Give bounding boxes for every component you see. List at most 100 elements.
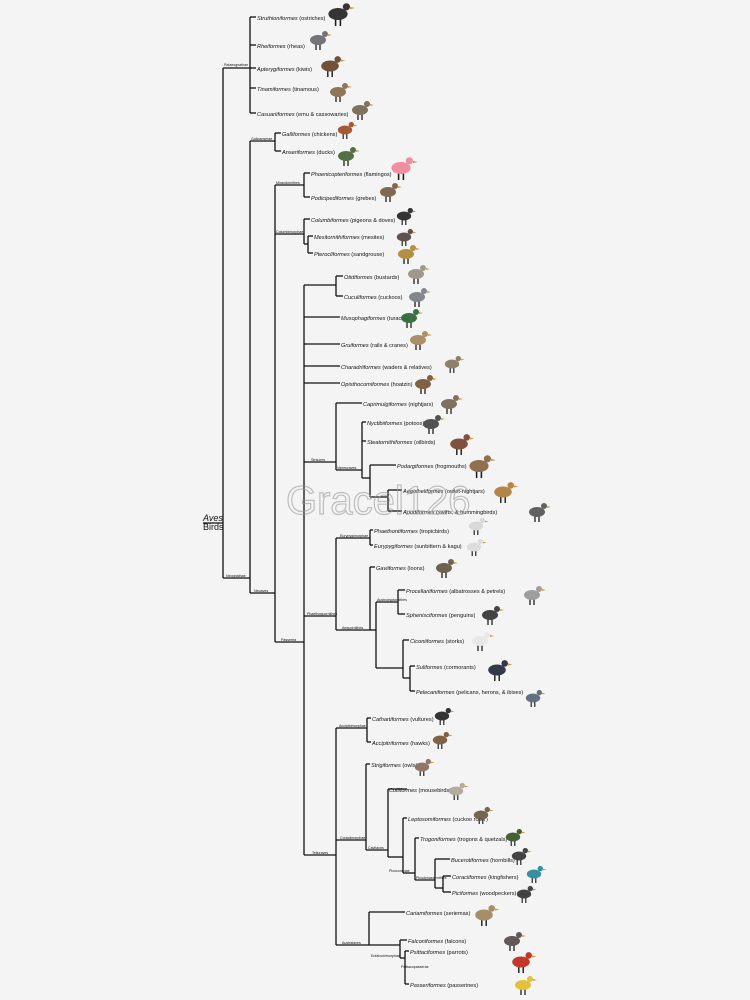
owl-icon	[414, 758, 435, 777]
emu-icon	[352, 101, 374, 120]
order-label: Apterygiformes (kiwis)	[256, 67, 312, 73]
order-common-name: (potoos)	[402, 421, 424, 427]
order-label: Sphenisciformes (penguins)	[406, 613, 475, 619]
clade-australaves: Australaves	[342, 941, 361, 945]
order-common-name: (rheas)	[286, 44, 305, 50]
order-label: Pterocliformes (sandgrouse)	[314, 252, 384, 258]
order-common-name: (penguins)	[447, 613, 475, 619]
order-common-name: (hornbills)	[489, 858, 515, 864]
hoatzin-icon	[415, 375, 437, 394]
order-name: Phoenicopteriformes	[311, 172, 363, 178]
order-name: Anseriformes	[281, 150, 315, 156]
clade-palaeognathae: Palaeognathae	[224, 63, 248, 67]
order-name: Struthioniformes	[257, 16, 298, 22]
order-label: Gaviiformes (loons)	[376, 566, 425, 572]
order-label: Procellariiformes (albatrosses & petrels…	[406, 589, 505, 595]
order-label: Mesitornithiformes (mesites)	[314, 235, 384, 241]
hornbill-icon	[511, 847, 532, 866]
order-common-name: (emu & cassowaries)	[295, 112, 349, 118]
order-label: Passeriformes (passerines)	[410, 983, 478, 989]
order-name: Sphenisciformes	[406, 613, 448, 619]
loon-icon	[436, 559, 458, 578]
order-common-name: (nightjars)	[407, 402, 434, 408]
order-common-name: (sunbittern & kagu)	[413, 544, 462, 550]
order-common-name: (trogons & quetzals)	[456, 837, 508, 843]
order-name: Apodiformes	[402, 510, 435, 516]
order-name: Cathartiformes	[372, 717, 409, 723]
order-name: Cuculiformes	[344, 295, 377, 301]
mousebird-icon	[448, 782, 469, 801]
trogon-icon	[505, 828, 526, 847]
order-name: Tinamiformes	[257, 87, 291, 93]
pigeon-icon	[396, 207, 417, 226]
order-label: Suliformes (cormorants)	[416, 665, 476, 671]
order-name: Falconiformes	[408, 939, 443, 945]
potoo-icon	[423, 415, 445, 434]
clade-austrodyptornithes: Austrodyptornithes	[377, 598, 407, 602]
order-common-name: (frogmouths)	[433, 464, 466, 470]
heron-icon	[525, 689, 546, 708]
order-common-name: (ducks)	[315, 150, 335, 156]
order-label: Galliformes (chickens)	[282, 132, 337, 138]
order-name: Cariamiformes	[406, 911, 443, 917]
order-name: Piciformes	[452, 891, 478, 897]
order-name: Rheiformes	[257, 44, 286, 50]
owlet-nightjar-icon	[494, 482, 519, 504]
order-common-name: (vultures)	[409, 717, 434, 723]
order-label: Caprimulgiformes (nightjars)	[363, 402, 433, 408]
order-name: Musophagiformes	[341, 316, 386, 322]
clade-cavitaves: Cavitaves	[368, 846, 384, 850]
order-name: Gruiformes	[341, 343, 369, 349]
tinamou-icon	[330, 83, 352, 102]
order-label: Anseriformes (ducks)	[281, 150, 335, 156]
order-name: Aegotheliformes	[402, 489, 444, 495]
order-label: Psittaciformes (parrots)	[410, 950, 468, 956]
cormorant-icon	[488, 660, 513, 682]
order-label: Phaethontiformes (tropicbirds)	[374, 529, 449, 535]
mesite-icon	[396, 228, 417, 247]
order-common-name: (turacos)	[385, 316, 409, 322]
vulture-icon	[434, 707, 455, 726]
order-name: Pterocliformes	[314, 252, 350, 258]
root-clade-label: Aves	[202, 513, 223, 523]
order-label: Gruiformes (rails & cranes)	[341, 343, 408, 349]
order-label: Coraciiformes (kingfishers)	[452, 875, 519, 881]
order-label: Struthioniformes (ostriches)	[257, 16, 326, 22]
order-label: Charadriiformes (waders & relatives)	[341, 365, 432, 371]
order-common-name: (swifts, & hummingbirds)	[434, 510, 497, 516]
order-name: Suliformes	[416, 665, 443, 671]
root-common-label: Birds	[203, 522, 224, 532]
order-common-name: (woodpeckers)	[478, 891, 516, 897]
order-common-name: (pelicans, herons, & ibises)	[455, 690, 524, 696]
clade-galloanserae: Galloanserae	[251, 137, 272, 141]
hawk-icon	[432, 731, 453, 750]
clade-neoaves: Neoaves	[254, 589, 268, 593]
order-label: Cathartiformes (vultures)	[372, 717, 434, 723]
order-name: Pelecaniformes	[416, 690, 455, 696]
order-common-name: (sandgrouse)	[350, 252, 385, 258]
clade-labels: Palaeognathae Neognathae Galloanserae Ne…	[224, 63, 447, 969]
order-label: Strigiformes (owls)	[371, 763, 417, 769]
order-name: Opisthocomiformes	[341, 382, 389, 388]
order-label: Otidiformes (bustards)	[344, 275, 399, 281]
chicken-icon	[337, 121, 358, 140]
clade-aequornithes: Aequornithes	[342, 626, 363, 630]
order-name: Galliformes	[282, 132, 310, 138]
clade-mirandornithes: Mirandornithes	[276, 181, 300, 185]
order-labels: Struthioniformes (ostriches) Rheiformes (…	[256, 16, 523, 989]
order-common-name: (waders & relatives)	[381, 365, 432, 371]
order-label: Columbiformes (pigeons & doves)	[311, 218, 395, 224]
oilbird-icon	[450, 434, 475, 456]
flamingo-icon	[391, 157, 418, 181]
bird-illustrations	[310, 3, 551, 995]
order-label: Leptosomiformes (cuckoo roller)	[408, 817, 488, 823]
order-common-name: (chickens)	[310, 132, 337, 138]
order-name: Podargiformes	[397, 464, 434, 470]
order-label: Steatornithiformes (oilbirds)	[367, 440, 436, 446]
order-label: Musophagiformes (turacos)	[341, 316, 409, 322]
order-name: Strigiformes	[371, 763, 401, 769]
clade-coraciimorphae: Coraciimorphae	[340, 836, 365, 840]
order-name: Otidiformes	[344, 275, 373, 281]
order-common-name: (cuckoos)	[377, 295, 403, 301]
